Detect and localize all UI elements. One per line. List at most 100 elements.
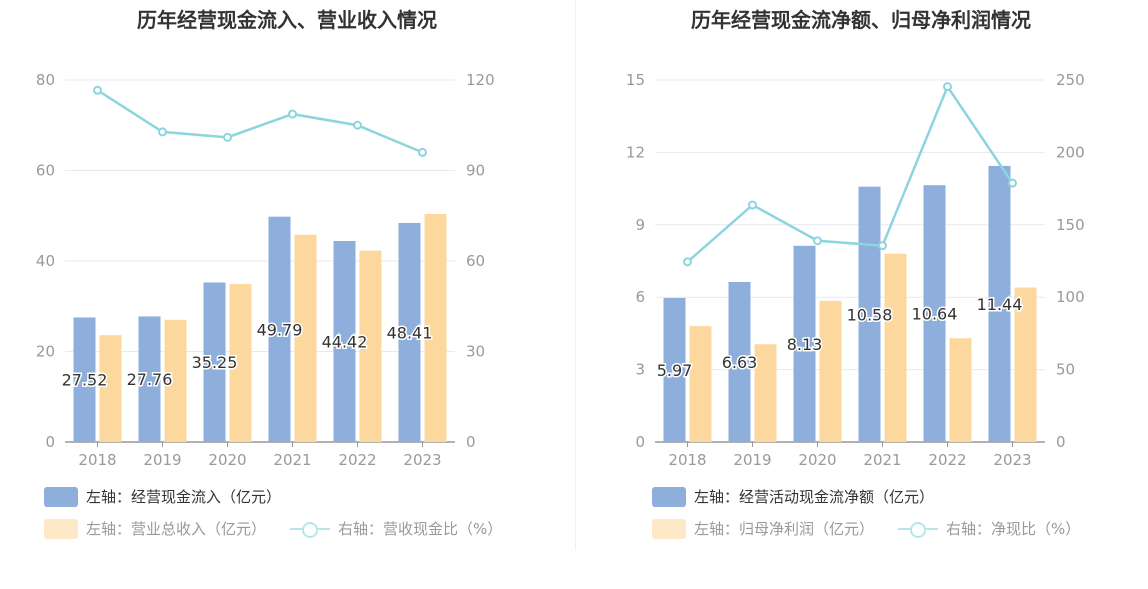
left-axis-tick-label: 3: [635, 361, 645, 379]
ratio-point: [418, 147, 427, 157]
bar-data-label: 27.52: [62, 371, 108, 390]
ratio-point: [683, 257, 692, 267]
right-axis-tick-label: 30: [466, 343, 485, 361]
x-axis-tick-label: 2020: [798, 451, 836, 469]
right-axis-tick-label: 90: [466, 162, 485, 180]
x-axis-tick-label: 2019: [733, 451, 771, 469]
right-axis-tick-label: 50: [1056, 361, 1075, 379]
bar-revenue: [164, 319, 187, 442]
legend-label: 左轴：归母净利润（亿元）: [694, 520, 875, 538]
x-axis-tick-label: 2022: [338, 451, 376, 469]
right-axis-tick-label: 250: [1056, 71, 1085, 89]
bar-net-profit: [949, 338, 972, 442]
bar-data-label: 10.64: [912, 305, 958, 324]
x-axis-tick-label: 2023: [993, 451, 1031, 469]
bar-net-profit: [689, 326, 712, 442]
bar-data-label: 8.13: [787, 335, 823, 354]
ratio-point: [943, 82, 952, 92]
legend-item-ratio[interactable]: 右轴：营收现金比（%）: [290, 518, 502, 539]
right-axis-tick-label: 0: [466, 433, 476, 451]
bar-data-label: 6.63: [722, 353, 758, 372]
legend-swatch-blue: [44, 486, 78, 507]
left-axis-tick-label: 60: [36, 162, 55, 180]
legend-label: 左轴：营业总收入（亿元）: [86, 520, 267, 538]
legend-label: 右轴：营收现金比（%）: [338, 520, 503, 538]
ratio-point: [93, 85, 102, 95]
ratio-point: [288, 109, 297, 119]
bar-net-profit: [819, 300, 842, 442]
left-axis-tick-label: 40: [36, 252, 55, 270]
right-axis-tick-label: 60: [466, 252, 485, 270]
legend-item-cash-inflow[interactable]: 左轴：经营现金流入（亿元）: [44, 486, 281, 507]
left-chart-plot: 0 20 40 60 80 0 30 60 90 120 2018 2019 2020 2021 2022 2…: [36, 71, 495, 469]
right-axis-tick-label: 120: [466, 71, 495, 89]
bar-net-profit: [1014, 287, 1037, 442]
legend-item-net-cash[interactable]: 左轴：经营活动现金流净额（亿元）: [652, 486, 934, 507]
legend-line-icon: [898, 519, 939, 539]
bar-revenue: [99, 335, 122, 442]
bar-revenue: [424, 213, 447, 442]
bar-cash-inflow: [333, 240, 356, 442]
left-axis-tick-label: 80: [36, 71, 55, 89]
x-axis-tick-label: 2022: [928, 451, 966, 469]
legend-line-icon: [290, 519, 331, 539]
ratio-point: [1008, 178, 1017, 188]
legend-item-net-profit[interactable]: 左轴：归母净利润（亿元）: [652, 518, 874, 539]
right-axis-tick-label: 100: [1056, 288, 1085, 306]
bar-net-cash: [923, 185, 946, 443]
x-axis-tick-label: 2023: [403, 451, 441, 469]
bar-data-label: 48.41: [387, 323, 433, 342]
x-axis-tick-label: 2021: [273, 451, 311, 469]
bar-net-cash: [663, 297, 686, 442]
left-axis-tick-label: 0: [635, 433, 645, 451]
x-axis-tick-label: 2019: [143, 451, 181, 469]
legend-swatch-blue: [652, 486, 686, 507]
legend-row-2: 左轴：营业总收入（亿元） 右轴：营收现金比（%）: [44, 518, 526, 539]
legend-row-2: 左轴：归母净利润（亿元） 右轴：净现比（%）: [652, 518, 1104, 539]
bar-cash-inflow: [268, 216, 291, 442]
bar-net-cash: [858, 186, 881, 442]
left-chart-panel: 历年经营现金流入、营业收入情况 0 20 40 60 80 0 30 60 90 120 2018 2…: [36, 8, 526, 539]
bar-data-label: 5.97: [657, 361, 693, 380]
right-axis-tick-label: 0: [1056, 433, 1066, 451]
legend-label: 左轴：经营现金流入（亿元）: [86, 488, 282, 506]
bar-data-label: 11.44: [977, 295, 1023, 314]
legend-swatch-orange: [652, 518, 686, 539]
ratio-point: [813, 236, 822, 246]
x-axis-tick-label: 2020: [208, 451, 246, 469]
ratio-point: [223, 132, 232, 142]
legend-item-net-cash-ratio[interactable]: 右轴：净现比（%）: [898, 518, 1080, 539]
bar-data-label: 49.79: [257, 320, 303, 339]
legend-label: 右轴：净现比（%）: [946, 520, 1081, 538]
panel-divider: [575, 0, 576, 550]
bar-net-profit: [754, 344, 777, 442]
bar-revenue: [294, 234, 317, 442]
legend-row-1: 左轴：经营活动现金流净额（亿元）: [652, 486, 958, 507]
ratio-line: [96, 89, 423, 154]
legend-item-revenue[interactable]: 左轴：营业总收入（亿元）: [44, 518, 266, 539]
left-axis-tick-label: 9: [635, 216, 645, 234]
bar-data-label: 35.25: [192, 353, 238, 372]
right-axis-tick-label: 150: [1056, 216, 1085, 234]
ratio-point: [748, 200, 757, 210]
ratio-line: [686, 84, 1014, 263]
x-axis-tick-label: 2018: [668, 451, 706, 469]
ratio-point: [878, 241, 887, 251]
chart-title: 历年经营现金流净额、归母净利润情况: [691, 8, 1031, 32]
bar-net-cash: [728, 281, 751, 442]
legend-swatch-orange: [44, 518, 78, 539]
bar-data-label: 44.42: [322, 332, 368, 351]
left-axis-tick-label: 15: [626, 71, 645, 89]
left-axis-tick-label: 0: [45, 433, 55, 451]
bar-net-cash: [793, 245, 816, 442]
legend-row-1: 左轴：经营现金流入（亿元）: [44, 486, 305, 507]
chart-title: 历年经营现金流入、营业收入情况: [137, 8, 437, 32]
bar-data-label: 27.76: [127, 370, 173, 389]
bar-cash-inflow: [203, 282, 226, 442]
ratio-point: [353, 120, 362, 130]
left-axis-tick-label: 12: [626, 143, 645, 161]
legend-label: 左轴：经营活动现金流净额（亿元）: [694, 488, 935, 506]
bar-revenue: [359, 250, 382, 442]
bar-net-cash: [988, 165, 1011, 442]
